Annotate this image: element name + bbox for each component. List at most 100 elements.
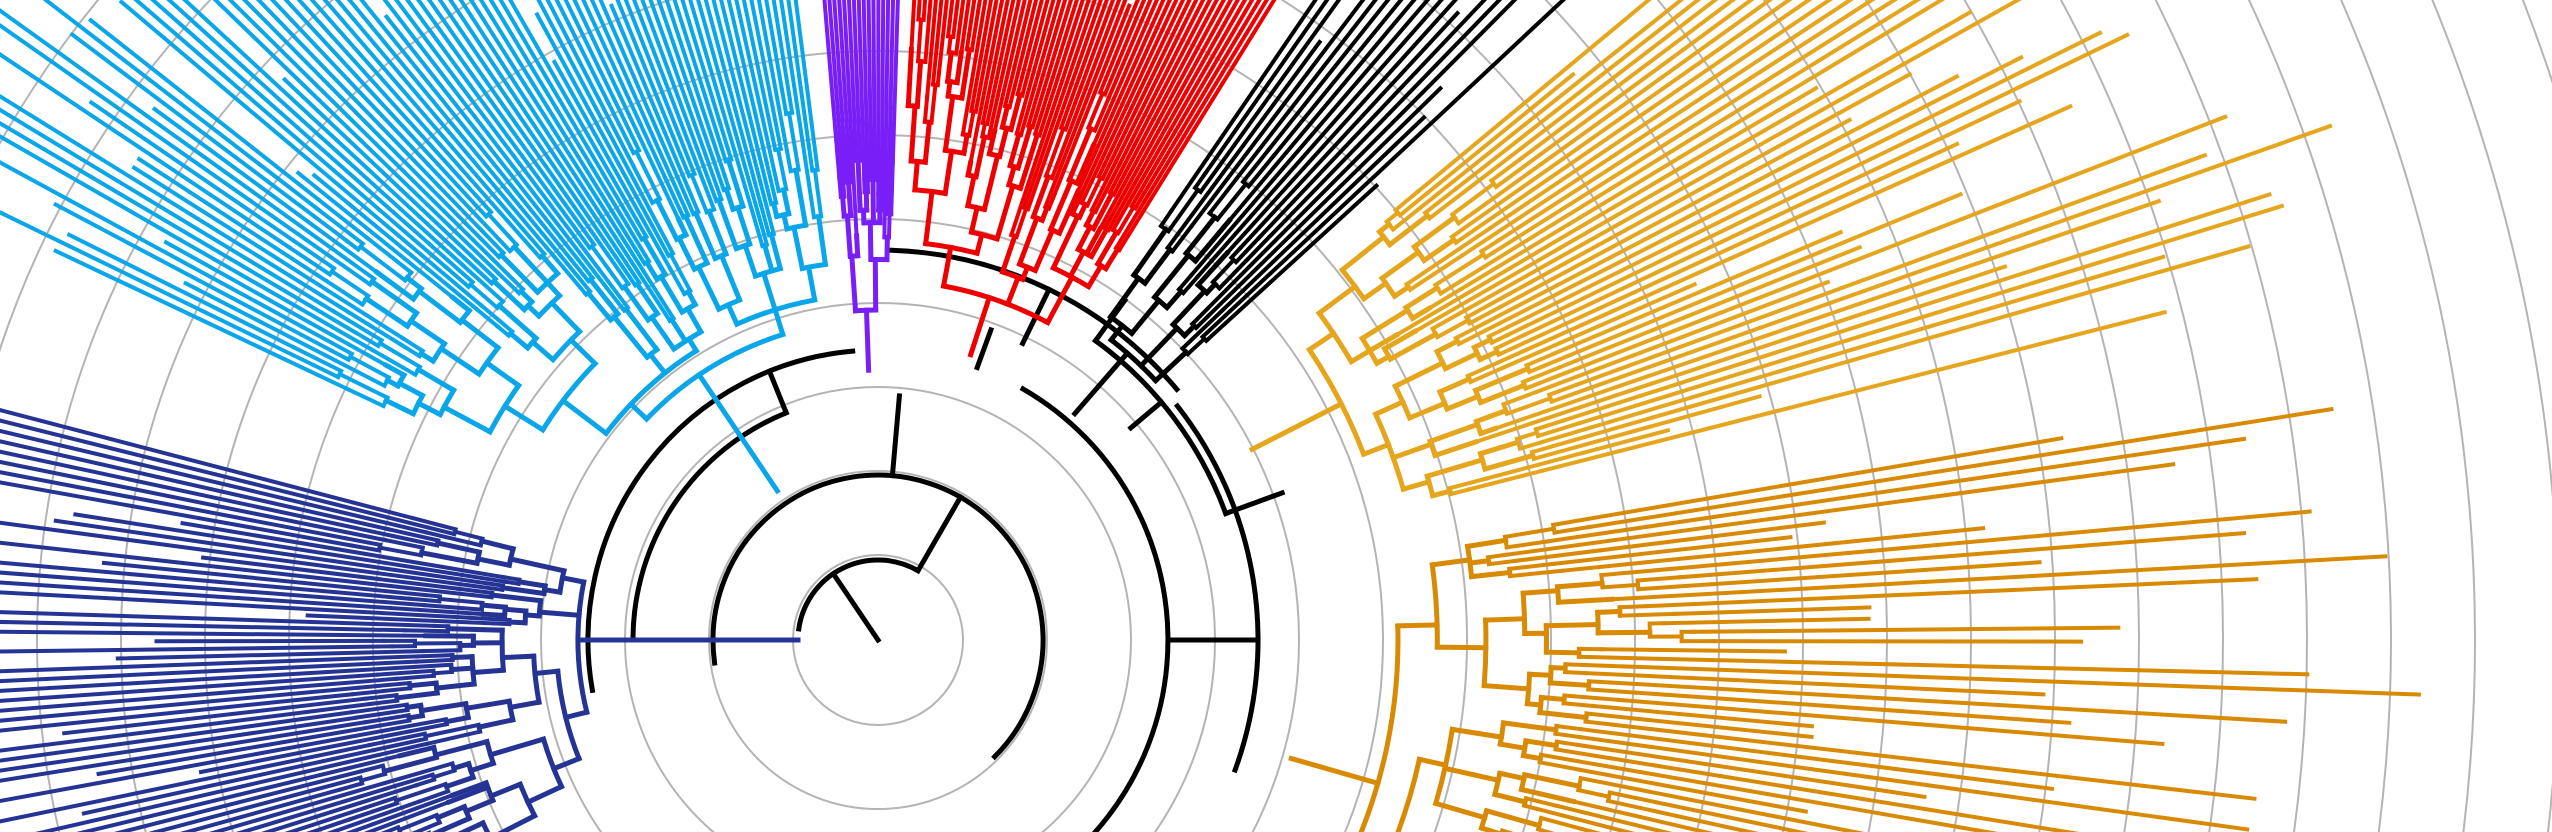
internal-branch bbox=[1084, 175, 1104, 209]
internal-branch bbox=[1443, 393, 1482, 413]
internal-branch bbox=[1406, 400, 1449, 422]
internal-branch bbox=[1032, 87, 1052, 137]
internal-branch bbox=[1424, 456, 1486, 480]
internal-branch bbox=[979, 121, 988, 139]
internal-branch bbox=[916, 0, 922, 22]
internal-branch bbox=[1092, 95, 1112, 134]
internal-branch bbox=[1191, 217, 1233, 265]
internal-branch bbox=[718, 252, 743, 304]
clade-stem bbox=[967, 294, 993, 358]
clade-arc bbox=[1481, 617, 1489, 689]
internal-branch bbox=[418, 700, 469, 714]
internal-branch bbox=[868, 127, 874, 182]
leaf-branch bbox=[664, 0, 727, 178]
internal-branch bbox=[908, 103, 918, 164]
internal-branch bbox=[519, 226, 548, 257]
internal-branch bbox=[1107, 142, 1138, 196]
internal-branch bbox=[382, 397, 417, 418]
internal-branch bbox=[633, 148, 663, 202]
internal-branch bbox=[942, 93, 956, 154]
internal-branch bbox=[1381, 327, 1419, 353]
internal-branch bbox=[1523, 351, 1557, 368]
clade-red bbox=[905, 0, 1277, 358]
leaf-branch bbox=[1033, 0, 1074, 118]
internal-branch bbox=[1076, 201, 1089, 221]
internal-branch bbox=[999, 233, 1018, 276]
internal-branch bbox=[1553, 747, 1614, 761]
internal-branch bbox=[485, 581, 506, 588]
grid-ring bbox=[2247, 0, 2392, 832]
clade-arc bbox=[555, 668, 583, 762]
leaf-branch bbox=[1141, 0, 1262, 197]
internal-branch bbox=[466, 583, 505, 593]
internal-branch bbox=[1050, 212, 1082, 272]
leaf-branch bbox=[0, 692, 355, 733]
backbone-branch bbox=[973, 326, 995, 371]
internal-branch bbox=[1372, 398, 1407, 418]
backbone-arc bbox=[710, 472, 1046, 761]
internal-branch bbox=[562, 709, 590, 721]
leaf-branch bbox=[1545, 114, 2228, 383]
internal-branch bbox=[499, 653, 537, 661]
internal-branch bbox=[844, 213, 853, 259]
internal-branch bbox=[1554, 580, 1605, 590]
internal-branch bbox=[775, 146, 789, 192]
internal-branch bbox=[1152, 348, 1190, 385]
leaf-branch bbox=[793, 0, 814, 126]
internal-branch bbox=[1467, 557, 1492, 566]
leaf-branch bbox=[1677, 530, 2247, 580]
internal-branch bbox=[1014, 113, 1025, 137]
internal-branch bbox=[984, 77, 999, 127]
internal-branch bbox=[884, 234, 890, 263]
internal-branch bbox=[363, 795, 398, 811]
internal-branch bbox=[622, 305, 661, 354]
internal-branch bbox=[940, 244, 954, 289]
leaf-branch bbox=[1129, 0, 1248, 200]
leaf-branch bbox=[734, 0, 771, 148]
leaf-branch bbox=[847, 0, 858, 142]
internal-branch bbox=[394, 690, 440, 701]
internal-branch bbox=[1483, 807, 1543, 829]
leaf-branch bbox=[1076, 0, 1109, 80]
internal-branch bbox=[431, 669, 454, 676]
internal-branch bbox=[291, 344, 344, 374]
internal-branch bbox=[413, 777, 437, 788]
leaf-branch bbox=[0, 8, 335, 252]
clade-gold bbox=[1248, 0, 2333, 499]
grid-ring bbox=[1962, 0, 2140, 832]
internal-branch bbox=[423, 722, 481, 739]
leaf-branch bbox=[66, 232, 297, 351]
internal-branch bbox=[1395, 622, 1440, 629]
clade-arc bbox=[539, 359, 599, 434]
internal-branch bbox=[1427, 421, 1481, 445]
leaf-branch bbox=[1572, 393, 1763, 450]
internal-branch bbox=[670, 133, 692, 179]
internal-branch bbox=[1079, 161, 1103, 206]
grid-ring bbox=[2154, 0, 2308, 832]
internal-branch bbox=[694, 144, 719, 204]
grid-ring bbox=[120, 0, 1636, 832]
internal-branch bbox=[1576, 654, 1638, 661]
leaf-branch bbox=[1575, 742, 1927, 800]
internal-branch bbox=[470, 667, 506, 676]
leaf-branch bbox=[458, 0, 651, 290]
internal-branch bbox=[400, 335, 426, 354]
leaf-branch bbox=[1493, 0, 1774, 200]
internal-branch bbox=[590, 268, 627, 314]
leaf-branch bbox=[0, 107, 337, 315]
leaf-branch bbox=[1472, 264, 2008, 445]
leaf-branch bbox=[1097, 0, 1179, 167]
internal-branch bbox=[1563, 670, 1588, 676]
leaf-branch bbox=[181, 0, 468, 262]
internal-branch bbox=[485, 211, 520, 248]
grid-ring bbox=[2339, 0, 2476, 832]
leaf-branch bbox=[1516, 520, 1827, 563]
leaf-branch bbox=[0, 23, 332, 259]
internal-branch bbox=[452, 529, 485, 542]
backbone-arc bbox=[1019, 385, 1171, 832]
leaf-branch bbox=[0, 470, 349, 541]
internal-branch bbox=[434, 803, 468, 821]
internal-branch bbox=[1489, 332, 1510, 346]
internal-branch bbox=[506, 329, 532, 352]
